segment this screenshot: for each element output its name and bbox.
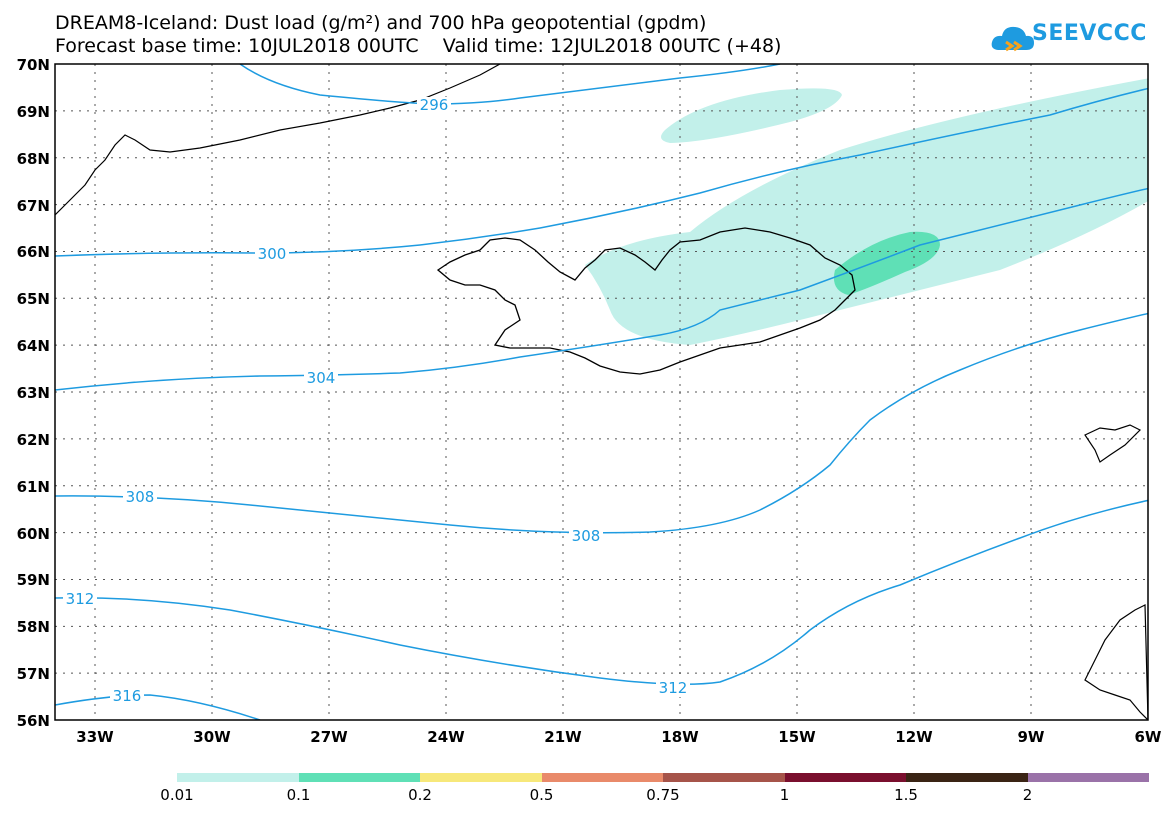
colorbar-segment (784, 773, 906, 782)
dust-area-low-2 (661, 88, 842, 143)
contour-label: 300 (258, 245, 287, 263)
contour-label: 308 (126, 488, 155, 506)
forecast-times: Forecast base time: 10JUL2018 00UTC Vali… (55, 35, 782, 57)
colorbar-segment (541, 773, 663, 782)
contour-316 (55, 694, 261, 720)
contour-308 (55, 312, 1148, 534)
lat-label: 58N (16, 618, 50, 637)
colorbar-label: 2 (1022, 786, 1033, 804)
contour-label: 312 (66, 590, 95, 608)
lat-label: 67N (16, 196, 50, 215)
colorbar-label: 0.2 (408, 786, 432, 804)
lon-label: 30W (193, 728, 231, 746)
contour-296 (239, 64, 781, 105)
lat-label: 66N (16, 243, 50, 262)
contour-label: 308 (572, 527, 601, 545)
iceland-coast (436, 227, 856, 375)
contour-label: 304 (307, 369, 336, 387)
colorbar-label: 1.5 (894, 786, 918, 804)
lat-label: 64N (16, 337, 50, 356)
contour-label: 316 (113, 687, 142, 705)
lat-label: 65N (16, 290, 50, 309)
lat-label: 68N (16, 149, 50, 168)
lat-label: 61N (16, 477, 50, 496)
dust-area-low (585, 78, 1148, 345)
greenland-coast (55, 64, 501, 216)
lon-label: 18W (661, 728, 699, 746)
lat-label: 69N (16, 102, 50, 121)
colorbar-label: 1 (779, 786, 790, 804)
lon-label: 12W (895, 728, 933, 746)
colorbar-label: 0.75 (646, 786, 680, 804)
colorbar-label: 0.1 (286, 786, 311, 804)
lat-label: 70N (16, 56, 50, 74)
contour-312 (55, 499, 1148, 685)
cloud-logo-icon (991, 26, 1034, 52)
contour-304 (55, 187, 1148, 391)
lon-label: 27W (310, 728, 348, 746)
colorbar-segment (906, 773, 1028, 782)
lon-label: 6W (1134, 728, 1162, 746)
lat-label: 56N (16, 712, 50, 731)
lat-label: 63N (16, 384, 50, 403)
lat-label: 60N (16, 524, 50, 543)
colorbar-segment (420, 773, 542, 782)
lon-label: 33W (76, 728, 114, 746)
colorbar-label: 0.01 (160, 786, 194, 804)
colorbar-label: 0.5 (529, 786, 554, 804)
faroe-coast (1084, 424, 1142, 463)
lon-label: 21W (544, 728, 582, 746)
map-title: DREAM8-Iceland: Dust load (g/m²) and 700… (55, 12, 707, 34)
colorbar-segment (298, 773, 420, 782)
logo-text: SEEVCCC (1032, 21, 1147, 46)
colorbar-segment (1027, 773, 1149, 782)
lon-label: 9W (1017, 728, 1045, 746)
scotland-coast (1084, 604, 1148, 720)
colorbar-segment (177, 773, 299, 782)
lat-label: 59N (16, 571, 50, 590)
lon-label: 24W (427, 728, 465, 746)
colorbar-segment (663, 773, 785, 782)
contour-label: 312 (659, 679, 688, 697)
lon-label: 15W (778, 728, 816, 746)
lat-label: 57N (16, 665, 50, 684)
lat-label: 62N (16, 430, 50, 449)
contour-label: 296 (420, 96, 449, 114)
